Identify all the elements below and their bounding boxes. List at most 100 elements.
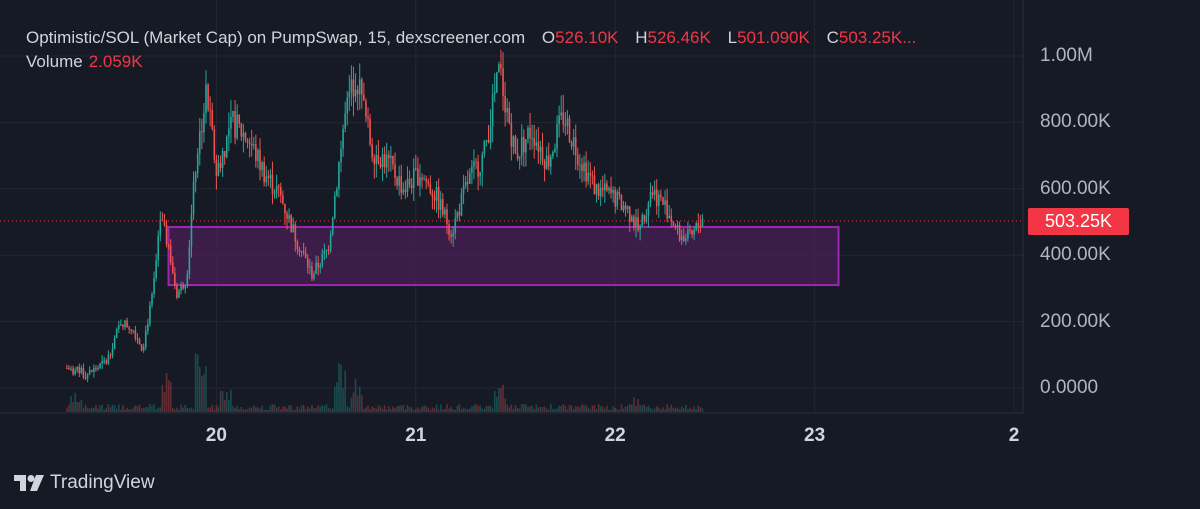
volume-bar — [406, 405, 409, 412]
high-value: 526.46K — [647, 28, 711, 47]
volume-bar — [367, 405, 369, 412]
candle-body — [693, 229, 695, 235]
volume-bar — [151, 405, 153, 412]
candle-body — [207, 84, 209, 110]
volume-bar — [533, 409, 535, 412]
candle-body — [363, 94, 365, 101]
candle-body — [255, 144, 257, 162]
volume-bar — [475, 404, 477, 412]
volume-bar — [658, 407, 660, 412]
y-tick-label: 600.00K — [1040, 177, 1111, 199]
candle-body — [205, 84, 207, 114]
volume-bar — [489, 405, 492, 412]
volume-bar — [419, 409, 421, 412]
volume-bar — [86, 407, 89, 412]
volume-bar — [288, 404, 290, 412]
volume-bar — [680, 406, 683, 412]
volume-bar — [333, 386, 336, 412]
volume-bar — [591, 405, 594, 412]
candle-body — [508, 108, 511, 123]
volume-bar — [153, 404, 155, 412]
candle-body — [68, 368, 70, 370]
volume-bar — [327, 407, 330, 412]
candle-body — [304, 252, 307, 259]
volume-bar — [379, 406, 382, 412]
candle-body — [333, 195, 336, 219]
volume-bar — [541, 407, 544, 412]
volume-bar — [377, 405, 380, 412]
volume-bar — [468, 408, 471, 412]
candle-body — [275, 186, 278, 194]
candle-body — [612, 190, 614, 194]
candle-body — [394, 164, 396, 178]
volume-bar — [68, 404, 70, 412]
volume-bar — [610, 409, 612, 412]
candle-body — [84, 377, 87, 379]
candle-body — [174, 273, 176, 286]
volume-bar — [641, 405, 644, 412]
support-zone-rectangle[interactable] — [167, 225, 840, 287]
volume-bar — [539, 406, 542, 412]
volume-bar — [336, 382, 338, 412]
candle-body — [477, 161, 479, 177]
volume-bar — [437, 409, 440, 412]
candle-body — [537, 142, 540, 152]
volume-bar — [639, 404, 641, 412]
candle-body — [527, 127, 529, 140]
candle-body — [610, 187, 612, 194]
candle-body — [113, 338, 116, 349]
candle-body — [236, 114, 238, 138]
volume-bar — [387, 406, 390, 412]
candle-body — [97, 367, 99, 370]
volume-bar — [149, 404, 151, 412]
volume-bar — [120, 409, 122, 412]
candle-body — [387, 154, 390, 159]
candle-body — [626, 206, 629, 210]
volume-bar — [547, 409, 550, 412]
volume-bar — [228, 399, 230, 412]
volume-bar — [456, 405, 459, 412]
volume-bar — [496, 396, 498, 412]
candle-body — [481, 154, 484, 172]
candle-body — [190, 214, 193, 247]
candle-body — [267, 176, 270, 179]
candle-body — [157, 235, 160, 261]
volume-bar — [309, 408, 311, 412]
candle-body — [360, 79, 363, 95]
candle-body — [674, 226, 677, 228]
volume-bar — [448, 408, 450, 412]
volume-bar — [93, 408, 95, 412]
volume-bar — [273, 404, 276, 412]
volume-bar — [111, 404, 114, 412]
candle-body — [184, 286, 187, 289]
volume-bar — [159, 407, 162, 412]
candle-body — [319, 265, 322, 268]
candle-body — [589, 173, 592, 176]
candle-body — [572, 137, 575, 147]
candle-body — [545, 155, 548, 169]
candle-body — [358, 79, 361, 95]
candle-body — [311, 266, 313, 279]
volume-bar — [545, 408, 548, 412]
open-label: O — [541, 28, 556, 47]
volume-bar — [543, 406, 546, 412]
volume-bar — [687, 409, 689, 412]
candle-body — [225, 136, 228, 158]
volume-bar — [78, 401, 81, 412]
candle-body — [649, 192, 652, 204]
tradingview-brand[interactable]: TradingView — [14, 472, 155, 494]
volume-bar — [300, 405, 303, 412]
candle-body — [427, 181, 430, 184]
volume-bar — [433, 408, 436, 412]
candle-body — [169, 245, 172, 263]
candle-body — [489, 126, 492, 143]
candle-body — [213, 129, 216, 160]
candle-body — [554, 148, 556, 152]
candle-body — [196, 153, 199, 173]
volume-bar — [583, 405, 585, 412]
candle-body — [400, 176, 403, 193]
candle-body — [101, 360, 103, 364]
volume-bar — [633, 397, 635, 412]
candle-body — [130, 328, 133, 331]
volume-bar — [99, 405, 101, 412]
